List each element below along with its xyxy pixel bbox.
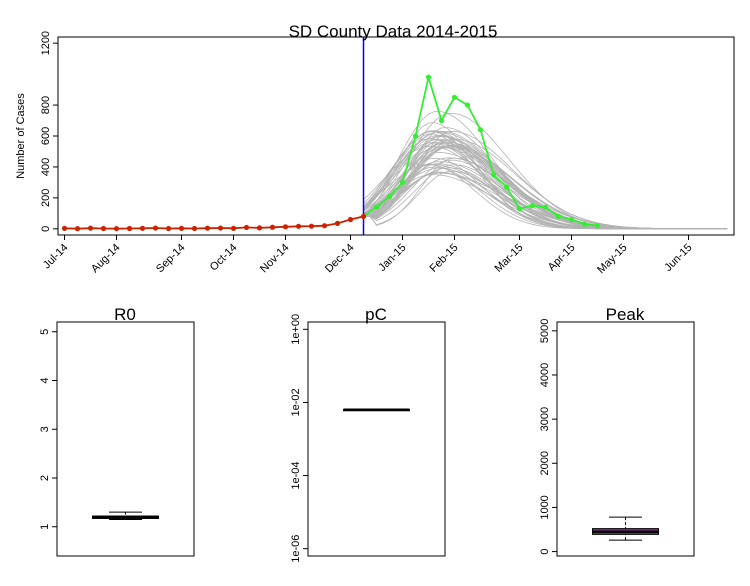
forecast-point xyxy=(503,184,510,190)
x-axis: Jul-14 Aug-14 Sep-14 Oct-14 Nov-14 Dec-14 Jan-… xyxy=(41,235,695,276)
forecast-point xyxy=(464,102,471,108)
forecast-point xyxy=(542,204,549,210)
boxplot-frame xyxy=(556,321,695,557)
x-tick-label: Jan-15 xyxy=(376,242,408,274)
observed-point xyxy=(100,225,107,232)
boxplot-peak: Peak 0 1000 2000 3000 4000 5000 xyxy=(539,305,695,557)
observed-series xyxy=(61,213,367,232)
observed-point xyxy=(295,223,302,229)
boxplot-y-tick-label: 1000 xyxy=(539,495,551,519)
x-tick-label: Oct-14 xyxy=(208,242,240,274)
boxplot-r0: R0 1 2 3 4 5 xyxy=(39,305,195,557)
x-tick-label: Jul-14 xyxy=(41,242,71,272)
x-tick-label: Nov-14 xyxy=(258,242,292,276)
boxplot-y-tick-label: 1e+00 xyxy=(290,314,302,345)
observed-point xyxy=(204,225,211,231)
simulation-line xyxy=(363,174,728,230)
forecast-point xyxy=(477,127,484,133)
forecast-point xyxy=(386,193,393,199)
y-axis: 0 200 400 600 800 1200 xyxy=(40,31,58,232)
boxplot-y-tick-label: 1 xyxy=(39,524,51,530)
boxplot-y-tick-label: 5 xyxy=(39,329,51,335)
forecast-point xyxy=(568,216,575,223)
y-axis-label: Number of Cases xyxy=(15,93,27,179)
observed-point xyxy=(113,226,120,232)
forecast-point xyxy=(555,213,562,220)
x-tick-label: Aug-14 xyxy=(89,242,123,276)
observed-point xyxy=(61,225,68,231)
forecast-point xyxy=(490,172,497,178)
x-tick-label: May-15 xyxy=(595,242,629,276)
forecast-point xyxy=(425,74,432,80)
y-tick-label: 1200 xyxy=(40,31,52,55)
simulation-line xyxy=(363,131,728,230)
forecast-line xyxy=(362,73,598,227)
boxplot-title: pC xyxy=(365,305,387,324)
main-plot-frame xyxy=(57,36,735,236)
observed-point xyxy=(256,225,263,231)
observed-point xyxy=(165,225,172,232)
boxplot-pc: pC 1e-06 1e-04 1e-02 1e+00 xyxy=(290,305,446,563)
observed-point xyxy=(191,225,198,232)
observed-point xyxy=(282,224,289,230)
observed-point xyxy=(230,225,237,231)
forecast-series xyxy=(360,73,601,229)
boxplot-y-tick-label: 4 xyxy=(39,377,51,383)
y-tick-label: 200 xyxy=(40,189,52,207)
observed-point xyxy=(308,223,315,229)
observed-point xyxy=(178,225,185,231)
boxplot-y-tick-label: 2 xyxy=(39,475,51,481)
boxplot-y-tick-label: 3000 xyxy=(539,407,551,431)
forecast-point xyxy=(581,221,588,227)
forecast-point xyxy=(451,94,458,100)
x-tick-label: Sep-14 xyxy=(154,242,188,276)
boxplot-y-tick-label: 1e-02 xyxy=(290,388,302,416)
observed-point xyxy=(74,226,81,232)
observed-point xyxy=(126,225,133,232)
x-tick-label: Mar-15 xyxy=(492,242,525,275)
observed-line xyxy=(64,215,364,230)
y-tick-label: 400 xyxy=(40,158,52,176)
observed-point xyxy=(87,225,94,231)
boxplot-y-tick-label: 1e-04 xyxy=(290,461,302,489)
boxplot-y-tick-label: 3 xyxy=(39,426,51,432)
x-tick-label: Dec-14 xyxy=(323,242,357,276)
y-tick-label: 600 xyxy=(40,127,52,145)
boxplot-title: R0 xyxy=(114,305,136,324)
observed-point xyxy=(243,224,250,231)
observed-point xyxy=(269,224,276,230)
observed-point xyxy=(152,225,159,231)
boxplot-y-tick-label: 0 xyxy=(539,549,551,555)
x-tick-label: Feb-15 xyxy=(427,242,460,275)
boxplot-y-tick-label: 1e-06 xyxy=(290,535,302,563)
forecast-point xyxy=(399,179,406,186)
boxplot-y-tick-label: 2000 xyxy=(539,451,551,475)
observed-point xyxy=(347,216,354,223)
simulation-lines xyxy=(363,110,728,230)
boxplot-y-tick-label: 4000 xyxy=(539,363,551,387)
boxplot-frame xyxy=(56,321,195,557)
observed-point xyxy=(217,225,224,231)
observed-point xyxy=(334,220,341,226)
boxplot-frame xyxy=(307,321,446,557)
observed-point xyxy=(321,223,328,229)
forecast-point xyxy=(438,117,445,124)
x-tick-label: Apr-15 xyxy=(546,242,578,274)
y-tick-label: 800 xyxy=(40,96,52,114)
forecast-point xyxy=(594,223,601,229)
forecast-point xyxy=(373,204,380,210)
y-tick-label: 0 xyxy=(40,226,52,232)
chart-title: SD County Data 2014-2015 xyxy=(289,22,498,41)
forecast-point xyxy=(516,206,523,212)
boxplot-title: Peak xyxy=(606,305,645,324)
boxplot-y-tick-label: 5000 xyxy=(539,319,551,343)
forecast-point xyxy=(412,133,419,139)
observed-point xyxy=(360,213,367,220)
observed-point xyxy=(139,225,146,231)
forecast-point xyxy=(529,203,536,209)
main-chart: 0 200 400 600 800 1200 Jul-14 Aug-14 Sep-14 Oct-… xyxy=(15,22,735,276)
x-tick-label: Jun-15 xyxy=(662,242,694,274)
